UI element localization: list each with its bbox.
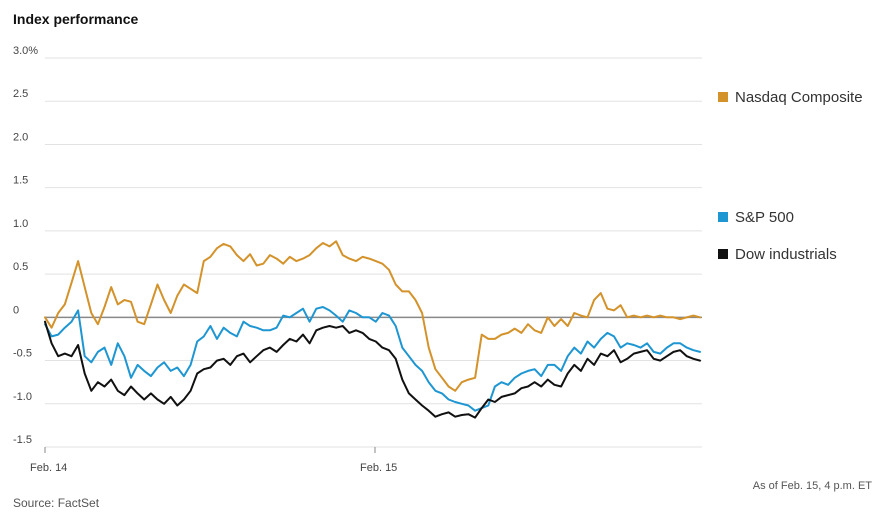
series-lines bbox=[44, 240, 701, 419]
y-tick-label: 2.5 bbox=[13, 88, 28, 100]
x-tick-label: Feb. 15 bbox=[360, 462, 397, 474]
y-tick-label: -1.5 bbox=[13, 434, 32, 446]
y-tick-label: 3.0% bbox=[13, 45, 38, 57]
y-tick-label: 0.5 bbox=[13, 261, 28, 273]
as-of-note: As of Feb. 15, 4 p.m. ET bbox=[752, 480, 872, 492]
x-tick-label: Feb. 14 bbox=[30, 462, 67, 474]
grid-lines bbox=[45, 57, 702, 448]
legend-swatch bbox=[718, 249, 728, 259]
legend-swatch bbox=[718, 92, 728, 102]
chart-title: Index performance bbox=[13, 11, 139, 27]
y-axis-tick-labels: 3.0% 2.5 2.0 1.5 1.0 0.5 0 -0.5 -1.0 -1.5 bbox=[13, 45, 38, 446]
chart-legend: Nasdaq Composite S&P 500 Dow industrials bbox=[718, 89, 863, 263]
y-tick-label: 2.0 bbox=[13, 131, 28, 143]
y-tick-label: 1.5 bbox=[13, 175, 28, 187]
y-tick-label: 0 bbox=[13, 304, 19, 316]
legend-swatch bbox=[718, 212, 728, 222]
series-line bbox=[44, 306, 701, 412]
series-line bbox=[44, 320, 701, 419]
series-line bbox=[44, 240, 701, 392]
y-tick-label: -1.0 bbox=[13, 391, 32, 403]
x-axis-tick-labels: Feb. 14 Feb. 15 bbox=[30, 447, 397, 474]
source-note: Source: FactSet bbox=[13, 496, 100, 510]
y-tick-label: -0.5 bbox=[13, 348, 32, 360]
y-tick-label: 1.0 bbox=[13, 218, 28, 230]
legend-label: Dow industrials bbox=[735, 246, 837, 263]
legend-label: S&P 500 bbox=[735, 209, 794, 226]
legend-label: Nasdaq Composite bbox=[735, 89, 863, 106]
